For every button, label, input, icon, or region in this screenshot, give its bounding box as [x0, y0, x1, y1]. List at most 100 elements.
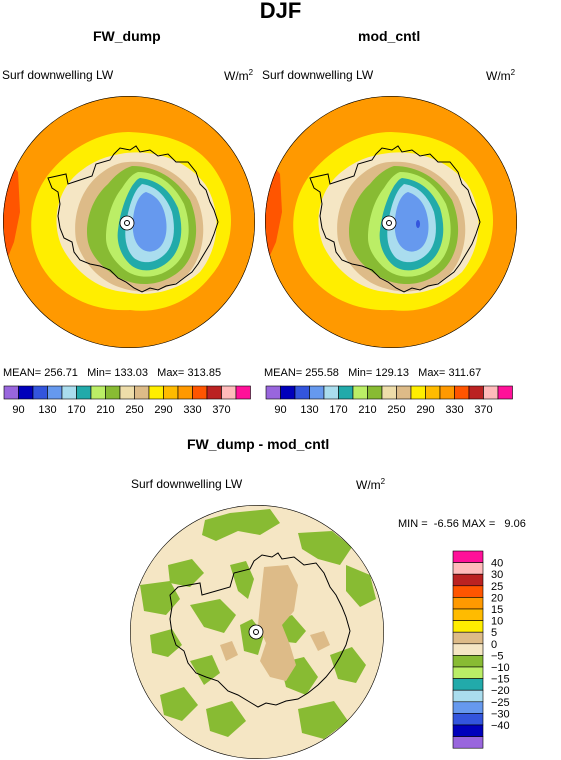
colorbar-swatch-fw-dump-2 [32, 385, 48, 400]
colorbar-swatch-fw-dump-5 [76, 385, 92, 400]
stats-difference: MIN = -6.56 MAX = 9.06 [398, 518, 526, 530]
colorbar-swatch-fw-dump-8 [119, 385, 135, 400]
colorbar-tick-difference-7: 0 [491, 639, 497, 651]
colorbar-tick-mod-cntl-1: 130 [300, 404, 318, 416]
min-value-mod-cntl: 129.13 [375, 367, 409, 379]
colorbar-mod-cntl: 90 130 170 210 250 290 330 370 [265, 385, 513, 416]
variable-label-mod-cntl: Surf downwelling LW [262, 68, 374, 82]
colorbar-swatch-mod-cntl-5 [338, 385, 354, 400]
min-value-fw-dump: 133.03 [114, 367, 148, 379]
colorbar-tick-fw-dump-2: 170 [67, 404, 85, 416]
colorbar-swatch-fw-dump-6 [90, 385, 106, 400]
min-value-difference: -6.56 [433, 518, 459, 530]
units-label-mod-cntl: W/m2 [486, 68, 516, 83]
colorbar-tick-mod-cntl-0: 90 [274, 404, 286, 416]
colorbar-swatch-fw-dump-4 [61, 385, 77, 400]
colorbar-swatch-fw-dump-7 [105, 385, 121, 400]
colorbar-swatch-mod-cntl-8 [381, 385, 397, 400]
colorbar-swatch-fw-dump-1 [18, 385, 34, 400]
colorbar-tick-mod-cntl-2: 170 [329, 404, 347, 416]
colorbar-swatch-mod-cntl-1 [280, 385, 296, 400]
colorbar-swatch-mod-cntl-3 [309, 385, 325, 400]
colorbar-swatch-difference-4 [452, 597, 484, 610]
colorbar-tick-mod-cntl-4: 250 [387, 404, 405, 416]
colorbar-swatch-difference-0 [452, 550, 484, 563]
colorbar-swatch-difference-14 [452, 713, 484, 726]
units-label-fw-dump: W/m2 [224, 68, 254, 83]
colorbar-tick-difference-10: −15 [491, 674, 510, 686]
colorbar-fw-dump: 90 130 170 210 250 290 330 370 [3, 385, 251, 416]
colorbar-swatch-difference-13 [452, 701, 484, 714]
colorbar-swatch-fw-dump-3 [47, 385, 63, 400]
colorbar-swatch-fw-dump-9 [134, 385, 150, 400]
colorbar-swatch-difference-9 [452, 655, 484, 668]
colorbar-swatch-difference-7 [452, 631, 484, 645]
stats-mod-cntl: MEAN= 255.58 Min= 129.13 Max= 311.67 [264, 367, 482, 379]
colorbar-tick-difference-3: 20 [491, 592, 503, 604]
colorbar-swatch-difference-8 [452, 643, 484, 656]
colorbar-swatch-difference-1 [452, 562, 484, 575]
colorbar-swatch-difference-2 [452, 573, 484, 587]
colorbar-tick-difference-9: −10 [491, 662, 510, 674]
colorbar-tick-fw-dump-6: 330 [183, 404, 201, 416]
polar-maps-top [3, 96, 517, 348]
colorbar-tick-difference-8: −5 [491, 650, 504, 662]
colorbar-tick-difference-13: −30 [491, 708, 510, 720]
colorbar-swatch-mod-cntl-7 [367, 385, 383, 400]
colorbar-swatch-mod-cntl-4 [323, 385, 339, 400]
colorbar-tick-fw-dump-7: 370 [212, 404, 230, 416]
colorbar-tick-fw-dump-0: 90 [12, 404, 24, 416]
colorbar-swatch-fw-dump-14 [206, 385, 222, 400]
colorbar-swatch-difference-3 [452, 585, 484, 598]
polar-map-difference [130, 505, 384, 759]
colorbar-swatch-fw-dump-10 [148, 385, 164, 400]
colorbar-tick-difference-2: 25 [491, 581, 503, 593]
colorbar-tick-fw-dump-5: 290 [154, 404, 172, 416]
colorbar-swatch-mod-cntl-0 [265, 385, 281, 400]
colorbar-swatch-fw-dump-0 [3, 385, 19, 400]
colorbar-tick-fw-dump-4: 250 [125, 404, 143, 416]
colorbar-swatch-mod-cntl-13 [454, 385, 470, 400]
mean-value-fw-dump: 256.71 [44, 367, 78, 379]
panel-title-difference: FW_dump - mod_cntl [187, 436, 330, 452]
colorbar-swatch-mod-cntl-12 [439, 385, 455, 400]
colorbar-swatch-difference-12 [452, 689, 484, 703]
max-value-mod-cntl: 311.67 [448, 367, 482, 379]
stats-fw-dump: MEAN= 256.71 Min= 133.03 Max= 313.85 [3, 367, 222, 379]
colorbar-tick-mod-cntl-7: 370 [474, 404, 492, 416]
colorbar-tick-difference-1: 30 [491, 569, 503, 581]
colorbar-swatch-fw-dump-15 [221, 385, 237, 400]
panel-title-fw-dump: FW_dump [93, 28, 161, 44]
colorbar-tick-mod-cntl-3: 210 [358, 404, 376, 416]
variable-label-difference: Surf downwelling LW [131, 477, 243, 491]
colorbar-swatch-mod-cntl-16 [497, 385, 513, 400]
colorbar-swatch-mod-cntl-15 [483, 385, 499, 400]
colorbar-swatch-mod-cntl-10 [410, 385, 426, 400]
colorbar-swatch-difference-11 [452, 678, 484, 691]
colorbar-swatch-fw-dump-16 [235, 385, 251, 400]
colorbar-swatch-mod-cntl-9 [396, 385, 412, 400]
max-value-fw-dump: 313.85 [187, 367, 222, 379]
colorbar-swatch-fw-dump-11 [163, 385, 179, 400]
panel-title-mod-cntl: mod_cntl [358, 28, 421, 44]
colorbar-swatch-mod-cntl-2 [294, 385, 310, 400]
mean-value-mod-cntl: 255.58 [305, 367, 339, 379]
colorbar-swatch-difference-5 [452, 608, 484, 621]
colorbar-tick-difference-5: 10 [491, 616, 503, 628]
main-title: DJF [259, 0, 302, 23]
colorbar-tick-difference-12: −25 [491, 697, 510, 709]
colorbar-tick-difference-14: −40 [491, 720, 510, 732]
colorbar-swatch-fw-dump-12 [177, 385, 193, 400]
colorbar-tick-difference-11: −20 [491, 685, 510, 697]
polar-map-fw-dump [3, 96, 255, 348]
colorbar-swatch-mod-cntl-14 [468, 385, 484, 400]
max-value-difference: 9.06 [504, 518, 526, 530]
colorbar-tick-mod-cntl-5: 290 [416, 404, 434, 416]
colorbar-swatch-difference-6 [452, 620, 484, 633]
polar-map-mod-cntl [265, 96, 517, 348]
colorbar-swatch-mod-cntl-11 [425, 385, 441, 400]
colorbar-swatch-mod-cntl-6 [352, 385, 368, 400]
colorbar-tick-mod-cntl-6: 330 [445, 404, 463, 416]
colorbar-tick-fw-dump-1: 130 [38, 404, 56, 416]
